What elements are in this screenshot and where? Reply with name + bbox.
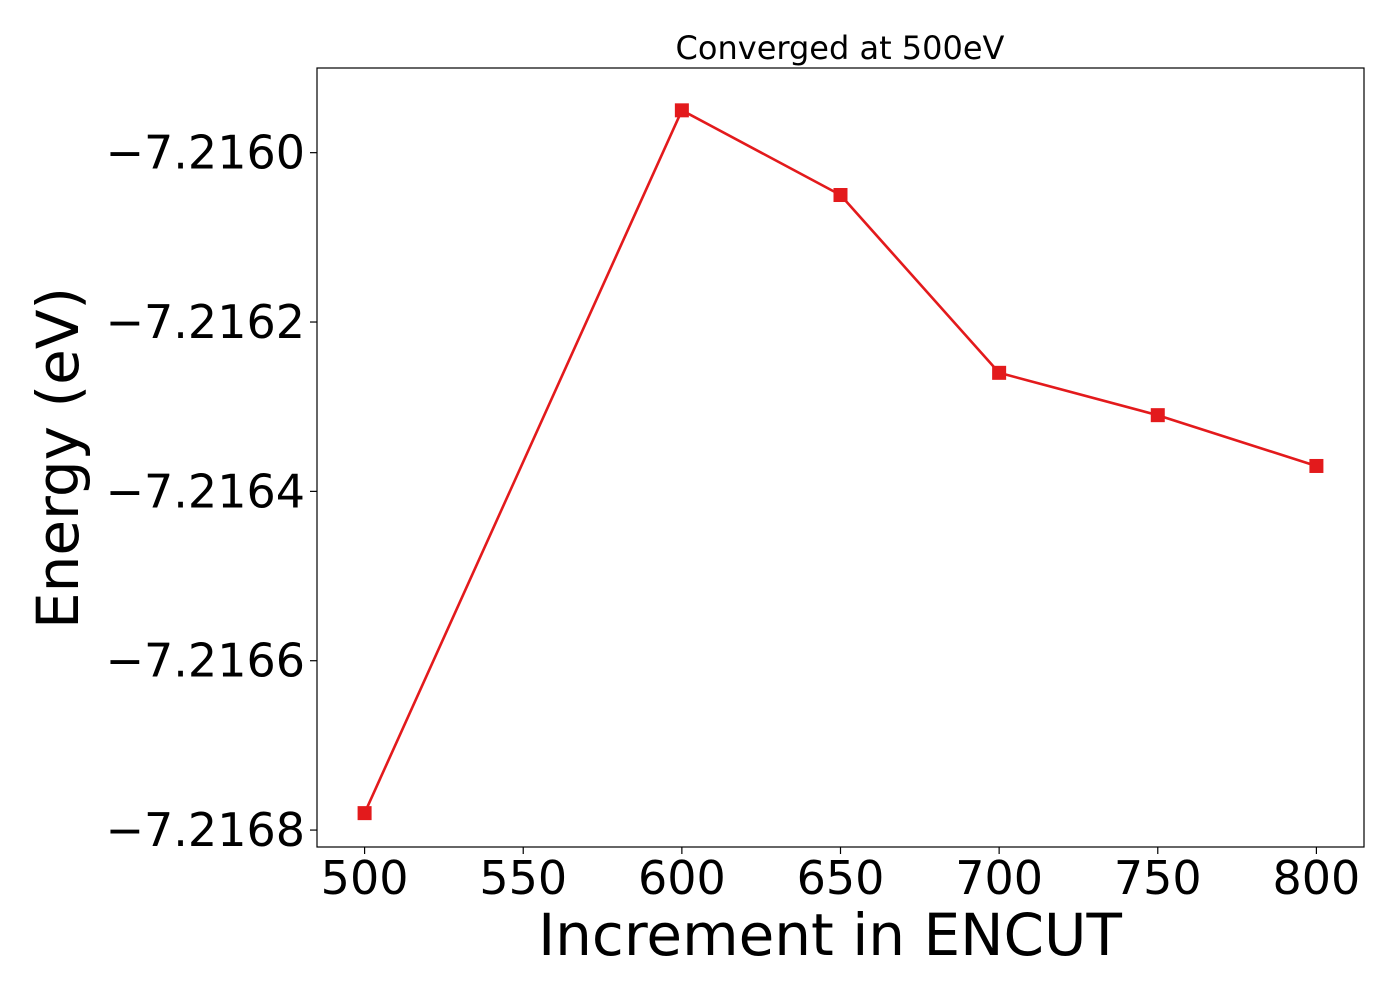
y-tick-label: −7.2168 (106, 803, 306, 857)
data-point (1150, 408, 1165, 423)
y-tick-label: −7.2166 (106, 634, 306, 688)
y-tick-label: −7.2162 (106, 295, 306, 349)
plot-frame (316, 67, 1365, 848)
y-axis-label: Energy (eV) (24, 287, 92, 629)
y-tick-label: −7.2160 (106, 126, 306, 180)
x-axis-label: Increment in ENCUT (538, 901, 1122, 969)
series-layer (357, 103, 1324, 821)
x-tick-label: 800 (1273, 851, 1361, 905)
y-tick-label: −7.2164 (106, 464, 306, 518)
data-point (992, 365, 1007, 380)
x-tick-label: 750 (1114, 851, 1202, 905)
chart-title: Converged at 500eV (676, 29, 1005, 67)
x-tick-label: 650 (797, 851, 885, 905)
x-tick-label: 500 (321, 851, 409, 905)
x-tick-label: 550 (479, 851, 567, 905)
data-point (674, 103, 689, 118)
x-axis: 500 550 600 650 700 750 800 (321, 847, 1361, 905)
y-axis: −7.2168 −7.2166 −7.2164 −7.2162 −7.2160 (106, 126, 317, 857)
series-line (363, 109, 1317, 814)
x-tick-label: 700 (955, 851, 1043, 905)
data-point (1309, 458, 1324, 473)
data-point (833, 188, 848, 203)
x-tick-label: 600 (638, 851, 726, 905)
data-point (357, 806, 372, 821)
